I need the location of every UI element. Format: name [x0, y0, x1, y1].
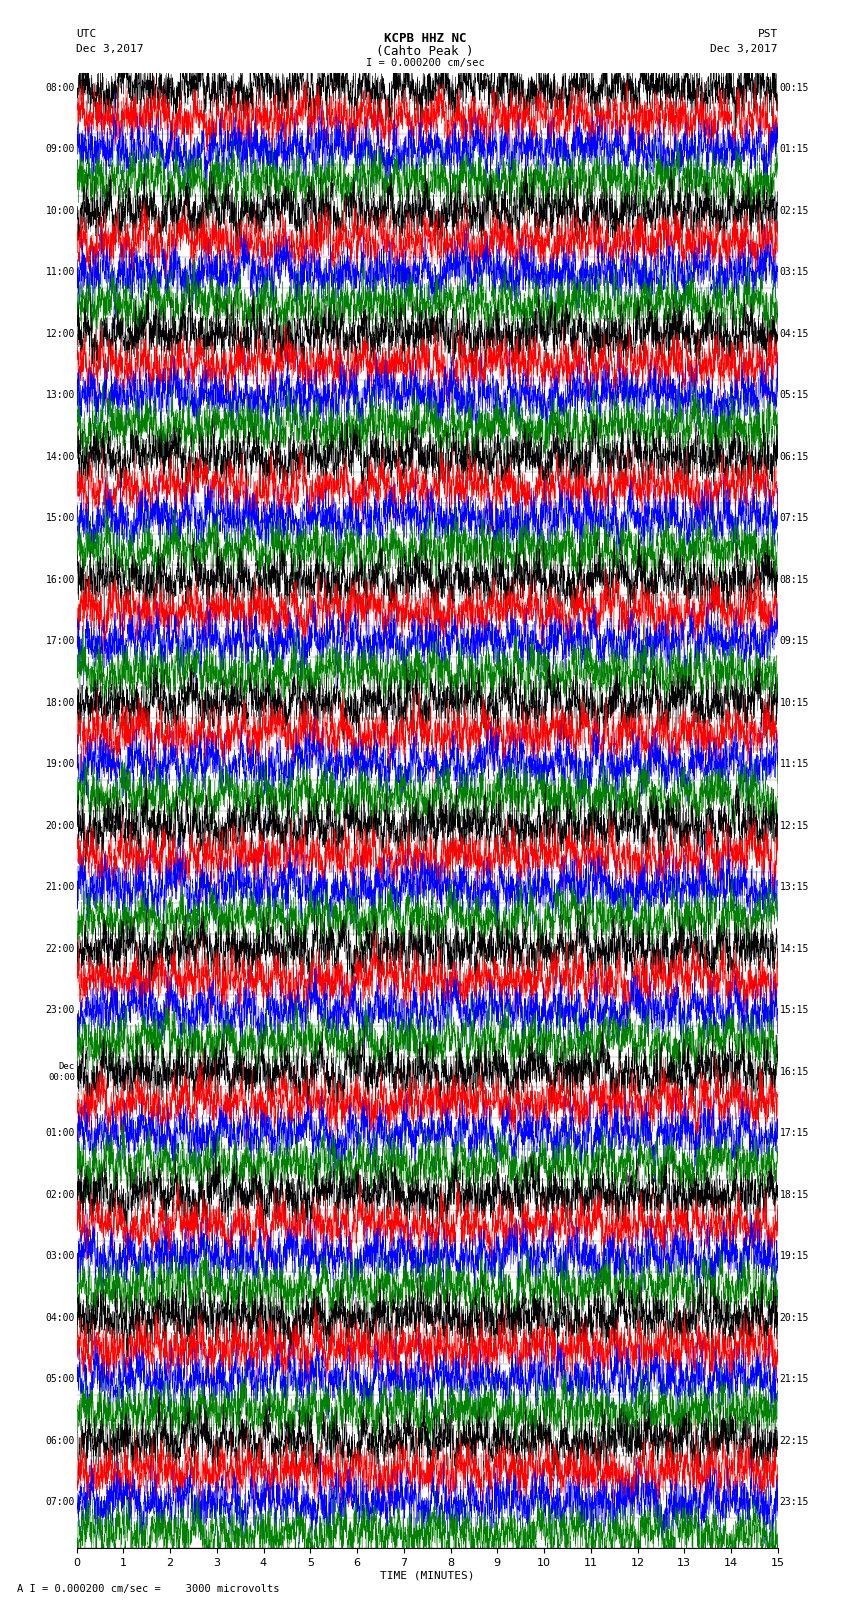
Text: 14:00: 14:00	[45, 452, 75, 461]
Text: 02:00: 02:00	[45, 1190, 75, 1200]
Text: PST: PST	[757, 29, 778, 39]
Text: 09:15: 09:15	[779, 637, 809, 647]
Text: 05:00: 05:00	[45, 1374, 75, 1384]
Text: 16:00: 16:00	[45, 574, 75, 586]
Text: I = 0.000200 cm/sec: I = 0.000200 cm/sec	[366, 58, 484, 68]
Text: 01:15: 01:15	[779, 145, 809, 155]
Text: 21:15: 21:15	[779, 1374, 809, 1384]
Text: 07:15: 07:15	[779, 513, 809, 524]
Text: Dec 3,2017: Dec 3,2017	[711, 44, 778, 53]
Text: 06:00: 06:00	[45, 1436, 75, 1445]
Text: 20:00: 20:00	[45, 821, 75, 831]
Text: 10:00: 10:00	[45, 206, 75, 216]
Text: 04:00: 04:00	[45, 1313, 75, 1323]
Text: 09:00: 09:00	[45, 145, 75, 155]
Text: 21:00: 21:00	[45, 882, 75, 892]
Text: 04:15: 04:15	[779, 329, 809, 339]
Text: UTC: UTC	[76, 29, 97, 39]
Text: A I = 0.000200 cm/sec =    3000 microvolts: A I = 0.000200 cm/sec = 3000 microvolts	[17, 1584, 280, 1594]
Text: 03:15: 03:15	[779, 268, 809, 277]
Text: 02:15: 02:15	[779, 206, 809, 216]
Text: 18:15: 18:15	[779, 1190, 809, 1200]
Text: 19:00: 19:00	[45, 760, 75, 769]
Text: (Cahto Peak ): (Cahto Peak )	[377, 45, 473, 58]
Text: 08:15: 08:15	[779, 574, 809, 586]
Text: 14:15: 14:15	[779, 944, 809, 953]
Text: 12:00: 12:00	[45, 329, 75, 339]
Text: 07:00: 07:00	[45, 1497, 75, 1508]
Text: 00:15: 00:15	[779, 82, 809, 94]
Text: 01:00: 01:00	[45, 1129, 75, 1139]
Text: 05:15: 05:15	[779, 390, 809, 400]
Text: Dec
00:00: Dec 00:00	[48, 1063, 75, 1082]
Text: 16:15: 16:15	[779, 1066, 809, 1077]
Text: 17:00: 17:00	[45, 637, 75, 647]
Text: 17:15: 17:15	[779, 1129, 809, 1139]
Text: 23:15: 23:15	[779, 1497, 809, 1508]
Text: 10:15: 10:15	[779, 698, 809, 708]
Text: 20:15: 20:15	[779, 1313, 809, 1323]
Text: 08:00: 08:00	[45, 82, 75, 94]
Text: 15:00: 15:00	[45, 513, 75, 524]
Text: 18:00: 18:00	[45, 698, 75, 708]
Text: 03:00: 03:00	[45, 1252, 75, 1261]
Text: 23:00: 23:00	[45, 1005, 75, 1016]
Text: Dec 3,2017: Dec 3,2017	[76, 44, 144, 53]
X-axis label: TIME (MINUTES): TIME (MINUTES)	[380, 1571, 474, 1581]
Text: 06:15: 06:15	[779, 452, 809, 461]
Text: 22:00: 22:00	[45, 944, 75, 953]
Text: 13:15: 13:15	[779, 882, 809, 892]
Text: KCPB HHZ NC: KCPB HHZ NC	[383, 32, 467, 45]
Text: 13:00: 13:00	[45, 390, 75, 400]
Text: 15:15: 15:15	[779, 1005, 809, 1016]
Text: 12:15: 12:15	[779, 821, 809, 831]
Text: 11:15: 11:15	[779, 760, 809, 769]
Text: 19:15: 19:15	[779, 1252, 809, 1261]
Text: 22:15: 22:15	[779, 1436, 809, 1445]
Text: 11:00: 11:00	[45, 268, 75, 277]
